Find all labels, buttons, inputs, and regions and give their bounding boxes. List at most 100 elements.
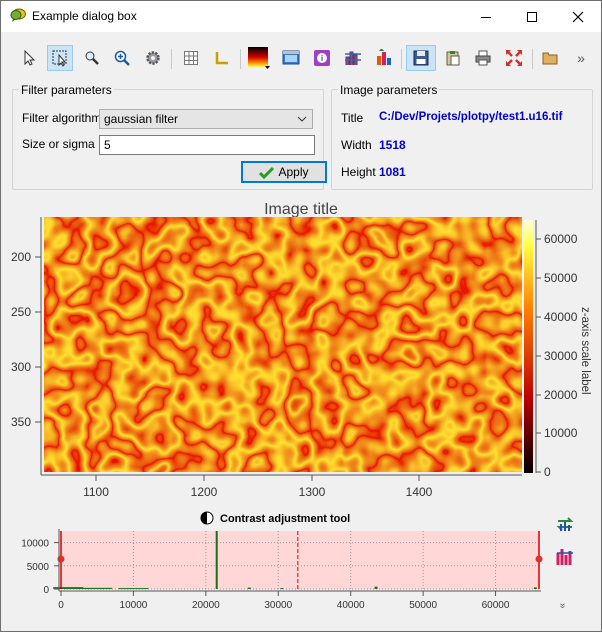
size-sigma-input[interactable]: [99, 135, 315, 155]
contrast-expand-button[interactable]: »: [557, 603, 568, 609]
y-tick-label: 300: [11, 360, 31, 374]
snapshot-icon: [282, 50, 300, 65]
contrast-y-tick-label: 5000: [27, 562, 50, 573]
axes-tool-button[interactable]: [209, 45, 235, 71]
x-ticks: 1100 1200 1300 1400: [83, 475, 433, 499]
width-value: 1518: [379, 138, 406, 152]
minimize-button[interactable]: [463, 1, 509, 32]
apply-button[interactable]: Apply: [241, 161, 327, 183]
minimize-icon: [481, 16, 491, 18]
colormap-icon: [248, 47, 270, 69]
axes-icon: [215, 52, 228, 65]
histogram-bar: [533, 587, 537, 589]
y-tick-label: 200: [11, 250, 31, 264]
x-tick-label: 1200: [191, 485, 218, 499]
title-value: C:/Dev/Projets/plotpy/test1.u16.tif: [379, 111, 563, 123]
close-button[interactable]: [555, 1, 601, 32]
z-tick-label: 0: [544, 465, 551, 479]
zoom-tool-button[interactable]: [79, 45, 105, 71]
filter-algorithm-select[interactable]: gaussian filter: [99, 109, 313, 129]
y-tick-label: 350: [11, 415, 31, 429]
histogram-icon: [345, 51, 361, 65]
floppy-disk-icon: [413, 50, 429, 66]
heatmap-image[interactable]: [44, 217, 522, 472]
fullrange-tool-button[interactable]: [501, 45, 527, 71]
contrast-y-tick-label: 10000: [21, 539, 49, 550]
magnifier-icon: [85, 51, 99, 65]
image-plot: Image title 200 250 300 350 1100 1200 13…: [11, 201, 591, 499]
contrast-x-ticks: 0 10000 20000 30000 40000 50000 60000: [58, 591, 510, 611]
zoom-in-icon: [114, 50, 130, 66]
rect-zoom-icon: [52, 50, 67, 67]
checkmark-icon: [259, 166, 275, 179]
contrast-x-tick-label: 20000: [192, 600, 220, 611]
rect-zoom-tool-button[interactable]: [47, 45, 73, 71]
height-value: 1081: [379, 165, 406, 179]
info-icon: i: [314, 50, 330, 66]
colormap-tool-button[interactable]: [246, 45, 272, 71]
window-title: Example dialog box: [32, 9, 137, 23]
histogram-bar: [374, 586, 378, 589]
contrast-icon: [201, 512, 207, 524]
x-tick-label: 1400: [406, 485, 433, 499]
levels-icon: [556, 549, 572, 565]
z-tick-label: 60000: [544, 232, 578, 246]
colorbar: [524, 220, 533, 473]
expand-arrows-icon: [506, 50, 522, 66]
contrast-x-tick-label: 10000: [120, 600, 148, 611]
width-label: Width: [341, 138, 372, 152]
info-tool-button[interactable]: i: [309, 45, 335, 71]
z-tick-label: 20000: [544, 388, 578, 402]
svg-text:Contrast adjustment tool: Contrast adjustment tool: [220, 513, 350, 525]
svg-text:i: i: [321, 54, 323, 63]
app-icon: [10, 8, 26, 22]
contrast-tool-button[interactable]: [371, 45, 397, 71]
folder-icon: [542, 52, 558, 65]
z-tick-label: 40000: [544, 310, 578, 324]
colorbar-ticks: 0 10000 20000 30000 40000 50000 60000: [536, 232, 578, 479]
filter-parameters-title: Filter parameters: [19, 83, 114, 97]
title-label: Title: [341, 111, 364, 125]
save-tool-button[interactable]: [406, 45, 436, 71]
z-tick-label: 30000: [544, 349, 578, 363]
maximize-button[interactable]: [509, 1, 555, 32]
maximize-icon: [527, 11, 537, 22]
settings-tool-button[interactable]: [140, 45, 166, 71]
grid-icon: [184, 51, 198, 65]
filter-algorithm-label: Filter algorithm: [22, 111, 102, 125]
y-ticks: 200 250 300 350: [11, 250, 41, 429]
contrast-x-tick-label: 40000: [337, 600, 365, 611]
contrast-x-tick-label: 0: [58, 600, 64, 611]
contrast-range-shade: [61, 531, 539, 589]
histogram-bars: [53, 531, 537, 590]
close-icon: [572, 11, 584, 22]
toolbar-overflow-button[interactable]: »: [577, 50, 585, 66]
chevron-down-icon: [297, 116, 307, 122]
grid-tool-button[interactable]: [178, 45, 204, 71]
cursor-arrow-icon: [24, 50, 36, 66]
x-tick-label: 1300: [299, 485, 326, 499]
contrast-x-tick-label: 60000: [482, 600, 510, 611]
contrast-y-tick-label: 0: [43, 585, 49, 596]
filter-algorithm-value: gaussian filter: [104, 112, 179, 126]
snapshot-tool-button[interactable]: [278, 45, 304, 71]
contrast-autoscale-button[interactable]: [556, 517, 574, 531]
contrast-levels-button[interactable]: [556, 549, 573, 565]
range-max-dot[interactable]: [535, 555, 543, 563]
contrast-panel: Contrast adjustment tool 0 5000 10000 0 100…: [21, 511, 574, 611]
clipboard-icon: [446, 51, 460, 66]
filter-parameters-group: Filter parameters Filter algorithm gauss…: [12, 83, 327, 190]
x-tick-label: 1100: [83, 485, 109, 499]
open-tool-button[interactable]: [537, 45, 563, 71]
levels-icon: [377, 49, 391, 65]
histogram-tool-button[interactable]: [340, 45, 366, 71]
z-axis-label: z-axis scale label: [579, 307, 591, 395]
select-tool-button[interactable]: [16, 45, 42, 71]
histogram-bar: [82, 587, 113, 589]
zoom-fit-tool-button[interactable]: [109, 45, 135, 71]
histogram-bar: [247, 587, 251, 589]
copy-tool-button[interactable]: [440, 45, 466, 71]
z-tick-label: 10000: [544, 426, 578, 440]
print-tool-button[interactable]: [470, 45, 496, 71]
